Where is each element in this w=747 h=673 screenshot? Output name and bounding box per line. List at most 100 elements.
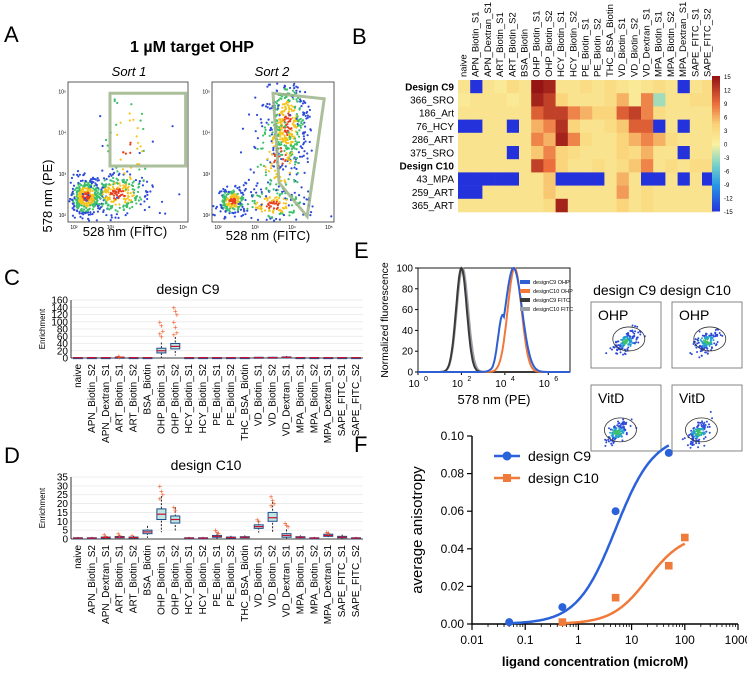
heatmap-cell (543, 93, 556, 107)
heatmap-cell (470, 106, 483, 120)
facs-event (280, 141, 283, 144)
facs-event (108, 183, 111, 186)
heatmap-cell (519, 93, 532, 107)
heatmap-cell (702, 185, 715, 200)
panel-a-sort1: Sort 1 (112, 64, 147, 79)
facs-event (297, 135, 301, 138)
heatmap-cell (604, 198, 617, 213)
facs-event (288, 153, 291, 157)
facs-event (233, 215, 236, 218)
facs-event (79, 209, 82, 212)
facs-event (272, 198, 275, 202)
facs-event (290, 127, 293, 130)
facs-event (164, 212, 167, 215)
colorbar-segment (712, 150, 720, 153)
facs-event (242, 193, 245, 196)
facs-event (270, 133, 273, 136)
heatmap-cell (665, 106, 678, 120)
heatmap-cell (506, 93, 520, 107)
facs-event (76, 197, 79, 200)
facs-event (702, 433, 705, 436)
facs-gate (693, 326, 727, 352)
colorbar-segment (712, 179, 720, 183)
heatmap-cell (653, 93, 666, 107)
facs-event (130, 103, 133, 106)
heatmap-cell (677, 185, 691, 200)
facs-event (95, 192, 98, 195)
facs-event (269, 161, 272, 164)
heatmap-cell (665, 80, 678, 94)
facs-event (609, 347, 612, 350)
facs-event (272, 148, 275, 152)
facs-event (289, 159, 292, 162)
facs-event (263, 197, 266, 201)
xtick-label: SAPE_FITC_S2 (351, 364, 362, 437)
facs-event (296, 141, 299, 144)
legend-label: designC10 FITC (533, 307, 573, 313)
facs-event (294, 160, 298, 164)
facs-event (251, 206, 254, 209)
heatmap-col-label: MPA_Dextran_S1 (678, 2, 689, 77)
facs-event (222, 204, 226, 207)
facs-event (605, 439, 608, 442)
facs-event (73, 204, 76, 208)
xtick-label: 0.1 (517, 633, 534, 647)
facs-event (225, 190, 228, 193)
facs-event (287, 177, 290, 181)
facs-event (253, 188, 256, 191)
facs-event (311, 205, 314, 208)
ytick-label: 120 (51, 310, 68, 321)
xtick-label: MPA_Biotin_S2 (309, 364, 320, 434)
facs-event (278, 196, 281, 200)
facs-event (256, 182, 259, 185)
data-point (611, 507, 620, 516)
heatmap-cell (555, 80, 569, 94)
facs-event (287, 155, 290, 159)
facs-event (132, 191, 136, 194)
facs-event (130, 201, 133, 204)
facs-event (301, 119, 305, 122)
facs-event (291, 116, 294, 120)
facs-event (284, 115, 287, 118)
heatmap-cell (506, 172, 520, 186)
fit-curve (509, 444, 670, 625)
heatmap-cell (677, 146, 691, 160)
facs-event (84, 211, 87, 214)
facs-event (292, 97, 295, 100)
facs-event (89, 179, 92, 182)
facs-event (230, 204, 234, 207)
heatmap-cell (604, 119, 617, 134)
ytick-label: 40 (57, 339, 69, 350)
facs-event (222, 201, 225, 204)
facs-event (265, 205, 268, 208)
facs-event (299, 145, 302, 148)
facs-event (87, 185, 90, 188)
facs-event (282, 202, 285, 205)
facs-event (271, 141, 274, 144)
facs-event (273, 159, 277, 162)
facs-event (285, 100, 289, 103)
ytick-label: 0.00 (441, 617, 465, 631)
facs-event (298, 107, 301, 110)
facs-event (253, 202, 256, 205)
outlier-marker: + (161, 327, 166, 336)
facs-event (281, 164, 284, 167)
facs-event (301, 123, 304, 126)
facs-event (138, 196, 142, 199)
facs-event (123, 181, 126, 184)
heatmap-col-label: BSA_Biotin (520, 29, 531, 77)
facs-event (609, 431, 612, 434)
facs-ytick: 10² (59, 213, 67, 219)
heatmap-row-label: 259_ART (412, 188, 454, 199)
facs-event (77, 181, 80, 185)
facs-event (124, 213, 127, 217)
colorbar-segment (712, 91, 720, 95)
facs-event (301, 102, 305, 105)
facs-event (269, 178, 272, 182)
facs-event (118, 172, 121, 175)
facs-event (126, 191, 129, 194)
facs-event (264, 128, 267, 131)
facs-event (114, 209, 117, 212)
facs-event (285, 88, 288, 91)
